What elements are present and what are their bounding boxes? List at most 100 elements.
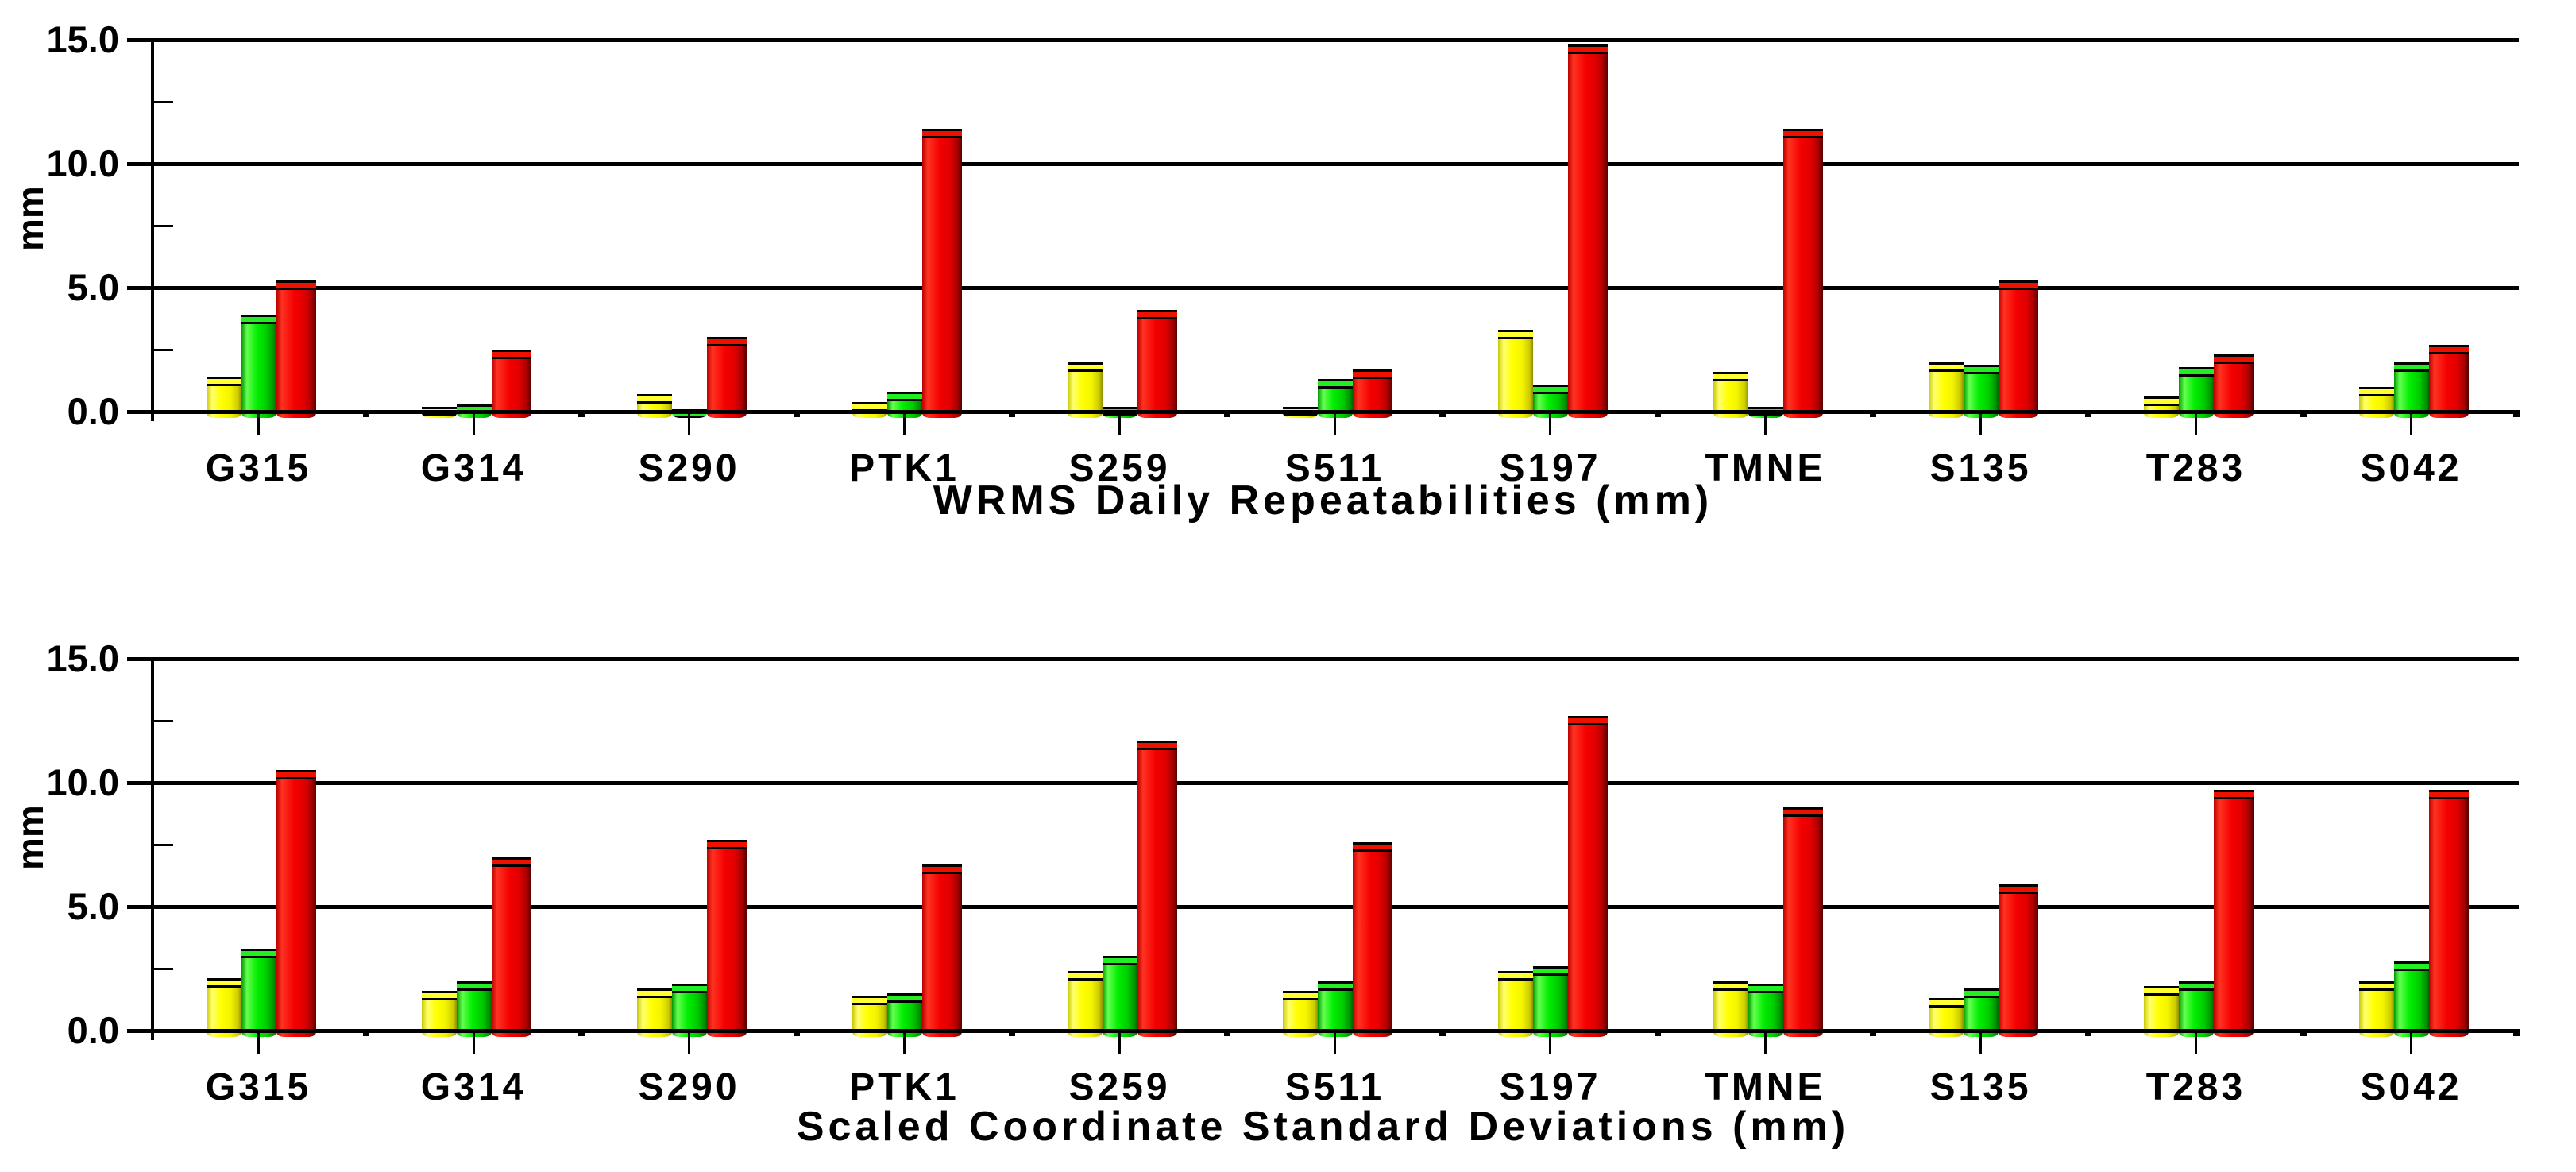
y-minor-tick	[151, 101, 173, 103]
bar-cap	[1067, 971, 1103, 981]
bar-cap	[2358, 981, 2394, 991]
category-label: S290	[638, 447, 740, 489]
bar-red-G314	[491, 857, 531, 1037]
bar-yellow-S259	[1067, 971, 1103, 1037]
bar-cap	[2143, 985, 2179, 996]
y-tick-label: 0.0	[67, 1009, 119, 1051]
bar-yellow-S197	[1497, 971, 1533, 1037]
top-chart-title: WRMS Daily Repeatabilities (mm)	[933, 478, 1713, 524]
bar-green-T283	[2178, 981, 2214, 1037]
category-tick	[1979, 1031, 1982, 1054]
category-label: TMNE	[1705, 1066, 1826, 1108]
bar-cap	[1963, 988, 1999, 998]
bar-cap	[2428, 790, 2469, 800]
bar-yellow-T283	[2143, 396, 2179, 418]
category-tick	[1549, 412, 1551, 435]
y-tick-label: 5.0	[67, 266, 119, 308]
bar-cap	[241, 315, 276, 325]
bar-cap	[2178, 981, 2214, 991]
bar-cap	[1748, 983, 1783, 993]
bar-cap	[2143, 396, 2179, 407]
category-label: S290	[638, 1066, 740, 1108]
y-axis-line	[151, 38, 154, 421]
bar-cap	[1998, 884, 2038, 894]
category-tick	[903, 1031, 906, 1054]
bar-red-S290	[706, 839, 747, 1037]
bar-cap	[2393, 961, 2429, 971]
bar-red-PTK1	[921, 864, 962, 1037]
bar-cap	[1713, 372, 1748, 382]
bar-cap	[1928, 998, 1964, 1008]
bar-green-TMNE	[1748, 983, 1783, 1037]
category-tick	[1979, 412, 1982, 435]
bar-yellow-S290	[636, 394, 672, 418]
bar-cap	[1782, 129, 1823, 139]
y-minor-tick	[151, 720, 173, 722]
category-tick	[2410, 412, 2412, 435]
bar-red-T283	[2213, 790, 2254, 1037]
bar-green-G315	[241, 315, 276, 418]
bar-green-S042	[2393, 961, 2429, 1037]
bar-cap	[1317, 379, 1353, 389]
bar-cap	[1067, 362, 1103, 372]
bar-cap	[671, 983, 707, 993]
bar-red-G314	[491, 350, 531, 418]
category-label: PTK1	[849, 1066, 960, 1108]
bar-green-S197	[1532, 965, 1568, 1037]
bar-cap	[491, 350, 531, 359]
bar-cap	[276, 280, 316, 290]
category-label: PTK1	[849, 447, 960, 489]
category-label: G314	[420, 1066, 527, 1108]
bar-red-S042	[2428, 790, 2469, 1037]
category-tick	[1764, 1031, 1767, 1054]
bar-cap	[1137, 740, 1177, 750]
bar-yellow-S259	[1067, 362, 1103, 418]
bar-cap	[1352, 841, 1392, 852]
category-label: G315	[205, 447, 312, 489]
bar-cap	[1963, 364, 1999, 374]
bar-cap	[2358, 386, 2394, 396]
bar-green-T283	[2178, 366, 2214, 418]
bar-yellow-S290	[636, 988, 672, 1037]
bar-green-S042	[2393, 362, 2429, 418]
bar-cap	[241, 949, 276, 959]
bar-green-S135	[1963, 988, 1999, 1037]
bar-cap	[852, 996, 887, 1006]
category-tick	[1764, 412, 1767, 435]
y-gridline	[127, 657, 2519, 661]
bar-cap	[706, 337, 747, 347]
y-minor-tick	[151, 349, 173, 351]
bar-cap	[921, 864, 962, 874]
y-gridline	[127, 38, 2519, 42]
bar-cap	[2428, 344, 2469, 354]
bar-cap	[2393, 362, 2429, 372]
category-tick	[1118, 1031, 1121, 1054]
bar-red-S135	[1998, 280, 2038, 418]
category-tick	[1549, 1031, 1551, 1054]
bar-green-G315	[241, 949, 276, 1037]
category-tick	[2410, 1031, 2412, 1054]
bar-cap	[1713, 981, 1748, 991]
category-label: S197	[1499, 1066, 1601, 1108]
bar-cap	[1497, 971, 1533, 981]
bar-green-S259	[1102, 956, 1137, 1037]
category-label: T283	[2145, 447, 2246, 489]
bar-cap	[1782, 807, 1823, 818]
bar-red-S511	[1352, 369, 1392, 418]
bar-red-S197	[1567, 715, 1608, 1037]
y-tick-label: 10.0	[46, 142, 119, 184]
bar-red-S042	[2428, 344, 2469, 418]
bar-cap	[1497, 330, 1533, 340]
y-tick-label: 15.0	[46, 637, 119, 679]
bar-red-S511	[1352, 841, 1392, 1037]
y-tick-label: 0.0	[67, 390, 119, 432]
category-label: S259	[1068, 1066, 1171, 1108]
bar-red-S290	[706, 337, 747, 418]
bar-cap	[1282, 991, 1318, 1001]
category-label: G314	[420, 447, 527, 489]
bar-yellow-S042	[2358, 981, 2394, 1037]
category-label: S135	[1929, 447, 2032, 489]
bar-cap	[1352, 369, 1392, 379]
category-label: T283	[2145, 1066, 2246, 1108]
